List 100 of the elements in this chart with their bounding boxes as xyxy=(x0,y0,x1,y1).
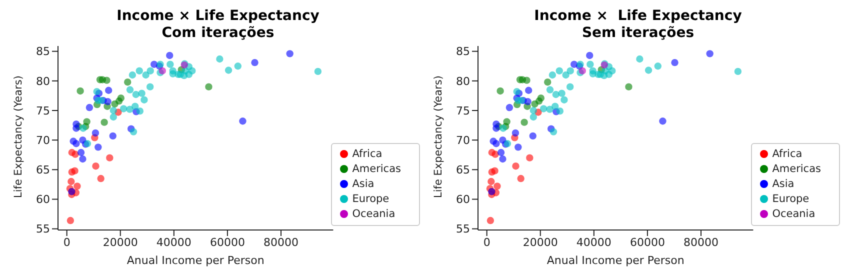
point xyxy=(529,132,536,140)
point xyxy=(503,118,510,126)
point xyxy=(110,113,118,121)
point xyxy=(72,124,80,132)
point xyxy=(566,67,574,74)
y-tick-label: 80 xyxy=(456,74,470,88)
point xyxy=(566,83,574,90)
point xyxy=(552,90,560,98)
x-axis-title: Anual Income per Person xyxy=(546,254,684,267)
legend-label: Europe xyxy=(352,193,390,205)
x-tick-label: 0 xyxy=(63,236,70,249)
point xyxy=(104,86,112,94)
point xyxy=(659,118,666,125)
x-tick-label: 60000 xyxy=(630,236,665,249)
point xyxy=(540,105,548,112)
point xyxy=(706,50,714,58)
y-tick-label: 65 xyxy=(36,164,50,177)
legend-label: Africa xyxy=(352,148,382,160)
chart-title: Income × Life Expectancy xyxy=(116,8,320,25)
point xyxy=(128,71,136,79)
legend-label: Americas xyxy=(352,163,401,175)
legend-label: Asia xyxy=(352,178,374,190)
point xyxy=(552,102,559,110)
x-tick-label: 80000 xyxy=(684,236,718,249)
point xyxy=(494,182,501,190)
point xyxy=(68,178,75,186)
point xyxy=(586,60,594,68)
x-tick-label: 20000 xyxy=(522,236,558,249)
point xyxy=(512,162,520,170)
point xyxy=(124,78,132,86)
chart-subtitle: Com iterações xyxy=(160,25,276,42)
point xyxy=(530,113,538,121)
point xyxy=(251,58,258,66)
x-tick-label: 80000 xyxy=(264,236,298,249)
point xyxy=(136,67,143,74)
point xyxy=(142,71,150,79)
point xyxy=(546,106,554,113)
point xyxy=(126,86,134,94)
point xyxy=(138,90,146,97)
y-tick-label: 70 xyxy=(456,134,470,147)
point xyxy=(97,174,104,182)
point xyxy=(93,88,100,96)
point xyxy=(486,216,494,224)
point xyxy=(166,52,174,60)
x-axis-title: Anual Income per Person xyxy=(126,254,264,267)
point xyxy=(517,174,524,182)
point xyxy=(530,106,538,114)
point xyxy=(526,154,534,162)
x-tick-label: 40000 xyxy=(576,236,612,249)
point xyxy=(586,52,594,60)
point xyxy=(524,86,532,94)
chart-title: Income × Life Expectancy xyxy=(533,8,743,25)
point xyxy=(500,124,507,132)
point xyxy=(132,90,140,98)
point xyxy=(544,78,552,86)
point xyxy=(83,118,90,126)
y-tick-label: 55 xyxy=(36,222,50,236)
point xyxy=(497,148,505,156)
point xyxy=(136,107,144,115)
point xyxy=(546,86,554,94)
y-tick-label: 75 xyxy=(456,104,470,118)
point xyxy=(734,68,742,76)
point xyxy=(512,129,520,137)
point xyxy=(625,83,632,90)
point xyxy=(109,132,116,140)
y-tick-label: 85 xyxy=(36,45,50,58)
point xyxy=(126,106,134,113)
y-axis-title: Life Expectancy (Years) xyxy=(432,76,445,198)
y-tick-label: 75 xyxy=(36,104,50,118)
point xyxy=(608,67,616,74)
point xyxy=(158,67,166,74)
point xyxy=(560,96,568,104)
point xyxy=(166,60,174,68)
point xyxy=(104,98,112,106)
y-tick-label: 85 xyxy=(456,45,470,58)
point xyxy=(239,118,246,125)
chart-subtitle: Sem iterações xyxy=(580,25,696,42)
point xyxy=(92,129,100,137)
point xyxy=(110,106,118,114)
legend-label: Americas xyxy=(772,163,821,175)
point xyxy=(514,144,522,151)
point xyxy=(556,107,564,115)
point xyxy=(492,150,499,158)
y-tick-label: 60 xyxy=(36,193,50,206)
point xyxy=(76,87,84,95)
point xyxy=(80,124,87,132)
point xyxy=(520,118,528,126)
point xyxy=(556,67,563,74)
point xyxy=(72,140,80,148)
point xyxy=(106,154,114,162)
legend-label: Oceania xyxy=(352,208,396,220)
y-tick-label: 65 xyxy=(456,164,470,177)
legend-label: Oceania xyxy=(772,208,816,220)
point xyxy=(132,102,139,110)
point xyxy=(488,178,495,186)
point xyxy=(100,118,108,126)
point xyxy=(74,182,81,190)
point xyxy=(654,62,662,70)
point xyxy=(562,71,570,79)
point xyxy=(496,87,504,95)
